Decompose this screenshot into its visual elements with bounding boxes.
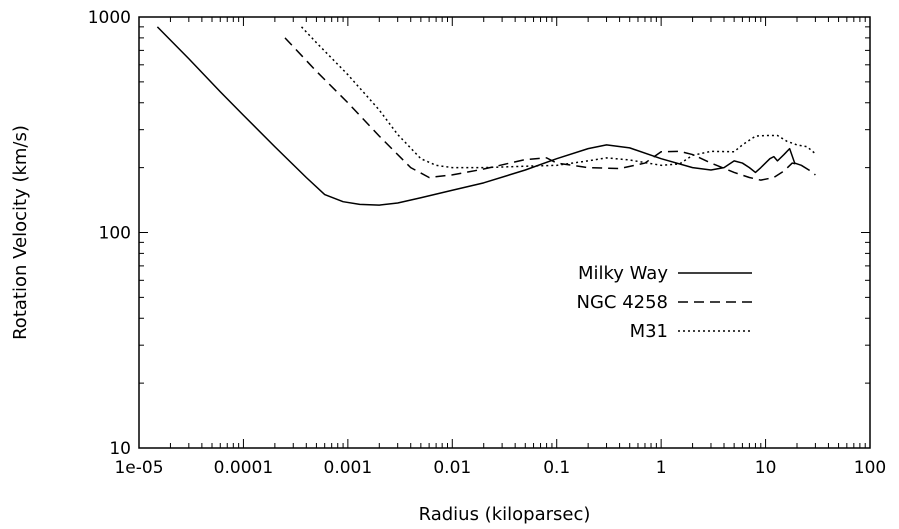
legend-label: M31 xyxy=(630,321,668,342)
legend-label: NGC 4258 xyxy=(576,292,668,313)
plot-frame xyxy=(138,16,871,449)
x-tick-label: 0.01 xyxy=(433,458,471,478)
y-tick-label: 1000 xyxy=(88,8,131,28)
series-line-0 xyxy=(156,26,802,206)
series-line-2 xyxy=(300,26,816,169)
y-axis-title: Rotation Velocity (km/s) xyxy=(10,125,31,340)
x-tick-label: 0.1 xyxy=(543,458,570,478)
y-tick-label: 100 xyxy=(99,224,131,244)
x-tick-label: 1e-05 xyxy=(114,458,163,478)
x-tick-label: 1 xyxy=(656,458,667,478)
series-lines xyxy=(156,26,816,206)
axis-tick-labels: 1e-05 0.0001 0.001 0.01 0.1 1 10 100 10 100 1000 xyxy=(88,8,886,478)
x-tick-label: 0.0001 xyxy=(214,458,273,478)
x-tick-label: 100 xyxy=(854,458,886,478)
legend-label: Milky Way xyxy=(578,263,668,284)
series-line-1 xyxy=(284,37,816,181)
x-tick-label: 0.001 xyxy=(324,458,373,478)
x-tick-label: 10 xyxy=(755,458,777,478)
y-tick-label: 10 xyxy=(109,439,131,459)
x-axis-title: Radius (kiloparsec) xyxy=(419,504,591,525)
axis-ticks xyxy=(138,16,871,449)
legend: Milky Way NGC 4258 M31 xyxy=(576,263,752,342)
